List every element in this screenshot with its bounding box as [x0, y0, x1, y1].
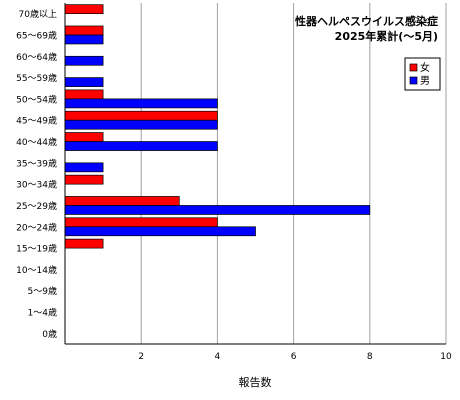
bars: [64, 4, 371, 249]
bar-female: [64, 132, 104, 142]
x-axis-title: 報告数: [239, 376, 272, 389]
bar-female: [64, 25, 104, 36]
legend-label-male: 男: [420, 75, 430, 87]
y-category-label: 35～39歳: [16, 157, 57, 169]
y-category-label: 55～59歳: [16, 72, 57, 84]
bar-male: [64, 141, 218, 151]
chart-title-line-1: 性器ヘルペスウイルス感染症: [295, 14, 438, 28]
bar-male: [64, 34, 104, 45]
bar-female: [64, 110, 218, 121]
legend-box: [404, 57, 441, 91]
y-category-label: 45～49歳: [16, 115, 57, 127]
y-category-label: 70歳以上: [19, 8, 57, 20]
bar-male: [64, 162, 104, 173]
legend-swatch-male: [409, 76, 418, 85]
bar-female: [64, 89, 104, 100]
y-category-label: 0歳: [42, 328, 57, 340]
bar-male: [64, 119, 218, 130]
y-category-label: 10～14歳: [16, 264, 57, 276]
chart-title-line-2: 2025年累計(～5月): [335, 29, 438, 43]
legend-label-female: 女: [420, 61, 430, 74]
y-category-label: 40～44歳: [16, 136, 57, 148]
x-tick-label: 6: [291, 352, 297, 362]
bar-male: [64, 77, 104, 87]
x-axis-ticks: 2 4 6 8 10: [138, 352, 452, 362]
y-axis-labels: 70歳以上 65～69歳 60～64歳 55～59歳 50～54歳 45～49歳 40～44…: [16, 8, 57, 340]
y-category-label: 60～64歳: [16, 51, 57, 63]
y-category-label: 20～24歳: [16, 221, 57, 233]
bar-male: [64, 226, 256, 237]
legend-swatch-female: [409, 63, 418, 72]
y-category-label: 15～19歳: [16, 243, 57, 255]
x-tick-label: 8: [367, 352, 373, 362]
bar-female: [64, 4, 104, 15]
y-category-label: 30～34歳: [16, 179, 57, 191]
legend: 女 男: [404, 57, 441, 91]
bar-male: [64, 205, 371, 215]
bar-male: [64, 98, 218, 109]
bar-female: [64, 174, 104, 185]
x-tick-label: 4: [215, 352, 221, 362]
y-category-label: 1～4歳: [28, 307, 57, 319]
gridlines: [140, 3, 447, 344]
bar-female: [64, 217, 218, 228]
y-category-label: 25～29歳: [16, 200, 57, 212]
bar-female: [64, 196, 180, 206]
y-category-label: 5～9歳: [28, 285, 57, 297]
x-tick-label: 10: [440, 352, 452, 362]
x-tick-label: 2: [138, 352, 144, 362]
y-category-label: 65～69歳: [16, 29, 57, 41]
bar-male: [64, 55, 104, 66]
y-category-label: 50～54歳: [16, 93, 57, 105]
bar-female: [64, 238, 104, 249]
